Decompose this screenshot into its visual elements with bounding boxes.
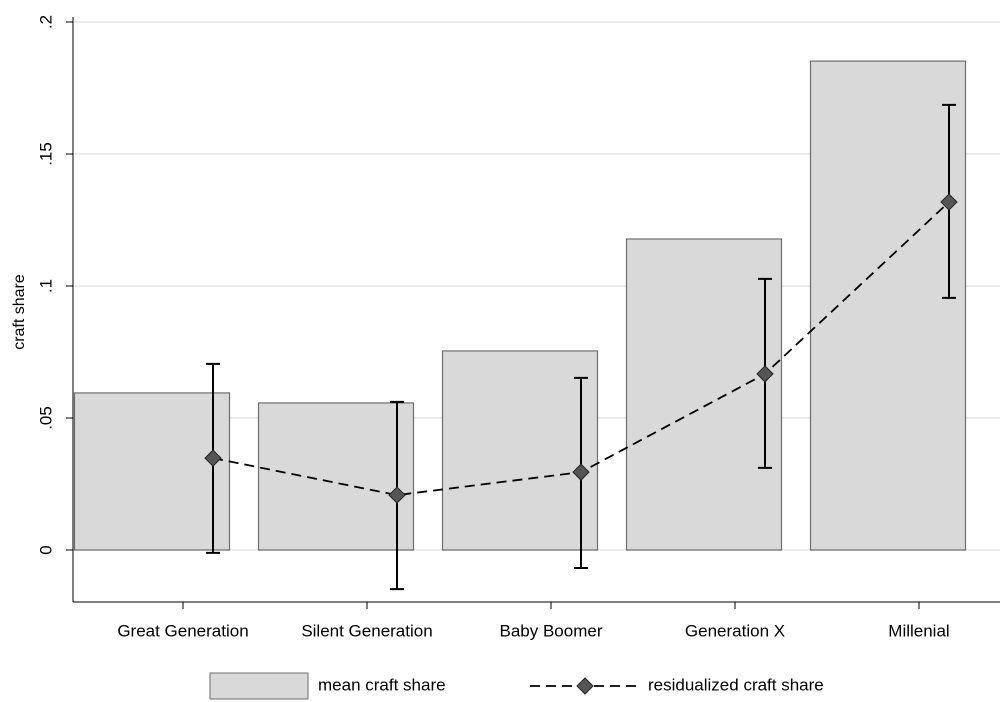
bar [809, 60, 967, 551]
x-tick-label: Silent Generation [301, 621, 432, 640]
bar [257, 402, 415, 551]
y-axis-label: craft share [11, 274, 28, 350]
y-tick-label: .05 [36, 406, 55, 430]
legend-marker [576, 677, 594, 695]
legend-label: residualized craft share [648, 675, 824, 694]
y-tick-label: 0 [36, 545, 55, 554]
bar [625, 238, 783, 551]
marker [572, 463, 590, 481]
y-tick-label: .2 [36, 15, 55, 29]
y-tick-label: .1 [36, 279, 55, 293]
bar [441, 350, 599, 551]
x-tick-label: Baby Boomer [500, 621, 603, 640]
bar [73, 392, 231, 551]
y-tick-label: .15 [36, 142, 55, 166]
legend-swatch [209, 672, 309, 700]
marker [756, 365, 774, 383]
marker [940, 193, 958, 211]
x-tick-label: Generation X [685, 621, 785, 640]
marker [204, 449, 222, 467]
legend-label: mean craft share [318, 675, 446, 694]
x-tick-label: Millenial [888, 621, 949, 640]
x-tick-label: Great Generation [117, 621, 248, 640]
marker [388, 486, 406, 504]
